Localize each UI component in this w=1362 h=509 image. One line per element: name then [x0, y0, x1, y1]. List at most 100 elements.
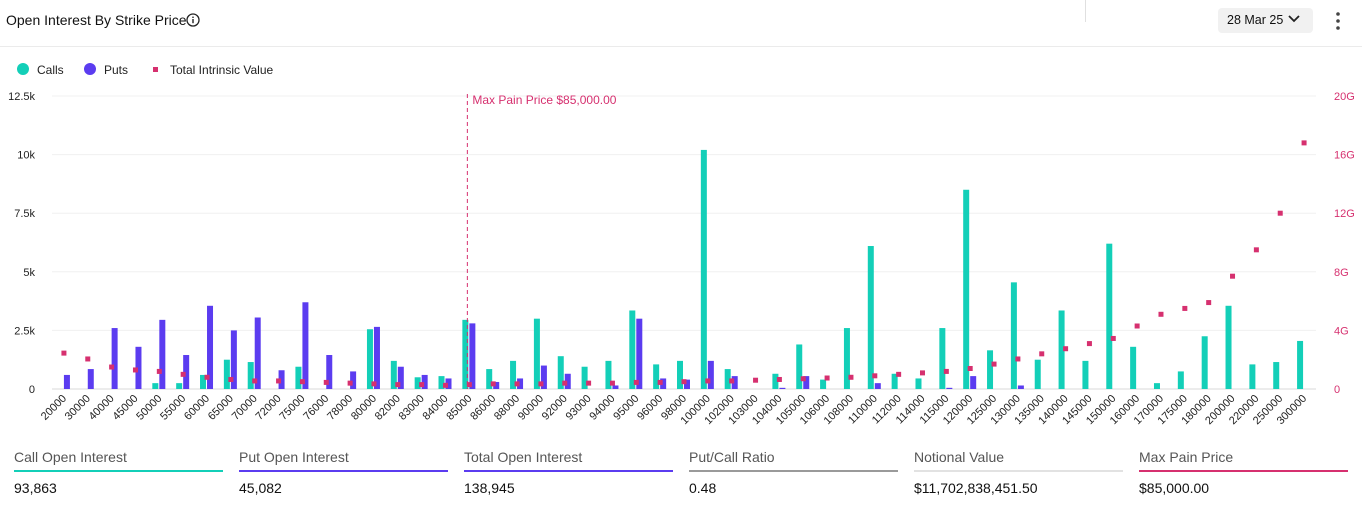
stat-underline: [464, 470, 673, 472]
stat-underline: [14, 470, 223, 472]
intrinsic-point: [228, 376, 234, 382]
calls-bar: [1177, 371, 1184, 389]
puts-bar: [493, 381, 500, 389]
puts-bar: [159, 319, 166, 389]
x-axis-tick: 95000: [611, 393, 641, 423]
intrinsic-point: [371, 381, 377, 387]
calls-bar: [295, 366, 302, 389]
calls-bar: [1106, 243, 1113, 389]
puts-bar: [373, 326, 380, 389]
calls-bar: [1153, 383, 1160, 389]
intrinsic-point: [824, 375, 830, 381]
y-axis-right-tick: 20G: [1334, 91, 1355, 103]
x-axis-tick: 75000: [277, 393, 307, 423]
x-axis-tick: 65000: [206, 393, 236, 423]
intrinsic-point: [776, 376, 782, 382]
info-icon[interactable]: [186, 13, 200, 27]
puts-bar: [660, 378, 667, 389]
calls-bar: [843, 328, 850, 389]
intrinsic-point: [681, 379, 687, 385]
calls-bar: [1058, 310, 1065, 389]
stat-underline: [1139, 470, 1348, 472]
calls-bar: [200, 374, 207, 389]
calls-bar: [700, 149, 707, 389]
intrinsic-point: [967, 365, 973, 371]
calls-bar: [1225, 305, 1232, 389]
puts-dot-icon: [84, 63, 96, 75]
x-axis-tick: 60000: [182, 393, 212, 423]
calls-bar: [987, 350, 994, 389]
intrinsic-point: [85, 356, 91, 362]
y-axis-left-tick: 12.5k: [8, 91, 35, 103]
stat-value: 138,945: [464, 480, 515, 496]
intrinsic-point: [800, 376, 806, 382]
calls-bar: [1249, 364, 1256, 389]
x-axis-tick: 86000: [468, 393, 498, 423]
puts-bar: [970, 376, 977, 389]
puts-bar: [326, 355, 333, 389]
intrinsic-point: [395, 382, 401, 388]
calls-bar: [963, 189, 970, 389]
stat-label: Put Open Interest: [239, 449, 349, 465]
stat-underline: [689, 470, 898, 472]
x-axis-tick: 93000: [564, 393, 594, 423]
date-selector[interactable]: 28 Mar 25: [1218, 8, 1313, 33]
more-options-icon[interactable]: [1332, 11, 1344, 31]
intrinsic-point: [1110, 335, 1116, 341]
calls-bar: [152, 383, 159, 389]
intrinsic-point: [514, 381, 520, 387]
intrinsic-point: [299, 379, 305, 385]
puts-bar: [421, 374, 428, 389]
calls-bar: [510, 360, 517, 389]
puts-bar: [540, 365, 547, 389]
stat-label: Max Pain Price: [1139, 449, 1234, 465]
calls-bar: [247, 362, 254, 389]
intrinsic-square-icon: [153, 67, 158, 72]
puts-bar: [207, 305, 214, 389]
intrinsic-point: [252, 378, 258, 384]
puts-bar: [63, 374, 70, 389]
stat-put-open-interest: Put Open Interest 45,082: [239, 448, 448, 496]
x-axis-tick: 88000: [492, 393, 522, 423]
calls-bar: [176, 383, 183, 389]
intrinsic-point: [609, 380, 615, 386]
stat-call-open-interest: Call Open Interest 93,863: [14, 448, 223, 496]
intrinsic-point: [562, 380, 568, 386]
calls-bar: [724, 369, 731, 389]
calls-bar: [1010, 282, 1017, 389]
puts-bar: [230, 330, 237, 389]
header-divider: [1085, 0, 1086, 22]
puts-bar: [779, 387, 786, 389]
calls-bar: [1297, 340, 1304, 389]
x-axis-tick: 83000: [397, 393, 427, 423]
y-axis-right-tick: 12G: [1334, 208, 1355, 220]
intrinsic-point: [1134, 323, 1140, 329]
puts-bar: [254, 317, 261, 389]
intrinsic-point: [1301, 140, 1307, 146]
y-axis-right-tick: 0: [1334, 384, 1340, 396]
puts-bar: [397, 366, 404, 389]
calls-bar: [390, 360, 397, 389]
intrinsic-point: [1253, 247, 1259, 253]
intrinsic-point: [61, 350, 67, 356]
puts-bar: [445, 378, 452, 389]
intrinsic-point: [538, 381, 544, 387]
calls-bar: [438, 376, 445, 389]
calls-bar: [366, 329, 373, 389]
y-axis-left-tick: 7.5k: [14, 208, 35, 220]
y-axis-right-tick: 4G: [1334, 325, 1349, 337]
calls-bar: [462, 319, 469, 389]
intrinsic-point: [633, 379, 639, 385]
intrinsic-point: [1063, 346, 1069, 352]
stat-total-open-interest: Total Open Interest 138,945: [464, 448, 673, 496]
header: Open Interest By Strike Price 28 Mar 25: [0, 0, 1362, 47]
x-axis-tick: 82000: [373, 393, 403, 423]
x-axis-tick: 96000: [635, 393, 665, 423]
stat-label: Call Open Interest: [14, 449, 127, 465]
intrinsic-point: [156, 368, 162, 374]
intrinsic-point: [1182, 305, 1188, 311]
legend-calls-label: Calls: [37, 63, 64, 77]
calls-bar: [486, 369, 493, 389]
x-axis-tick: 20000: [39, 393, 69, 423]
calls-bar: [223, 359, 230, 389]
